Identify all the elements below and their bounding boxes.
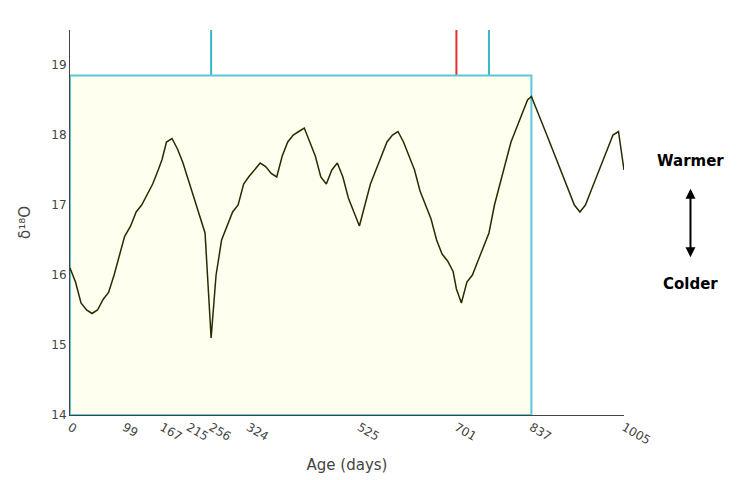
svg-text:324: 324 xyxy=(244,420,271,444)
svg-text:16: 16 xyxy=(51,268,66,282)
svg-text:256: 256 xyxy=(207,420,234,444)
svg-text:701: 701 xyxy=(452,420,479,444)
svg-text:15: 15 xyxy=(51,338,66,352)
svg-text:Warmer: Warmer xyxy=(657,152,724,170)
svg-text:1005: 1005 xyxy=(620,420,653,447)
svg-text:17: 17 xyxy=(51,198,66,212)
svg-text:167: 167 xyxy=(158,420,185,444)
svg-text:215: 215 xyxy=(184,420,211,444)
svg-text:0: 0 xyxy=(66,420,80,436)
svg-text:19: 19 xyxy=(51,58,66,72)
svg-text:525: 525 xyxy=(355,420,382,444)
svg-text:Age (days): Age (days) xyxy=(307,456,388,474)
svg-text:14: 14 xyxy=(51,408,66,422)
svg-text:837: 837 xyxy=(527,420,554,444)
svg-text:18: 18 xyxy=(51,128,66,142)
svg-text:99: 99 xyxy=(120,420,140,440)
svg-text:δ¹⁸O: δ¹⁸O xyxy=(16,206,34,239)
svg-text:Colder: Colder xyxy=(663,275,718,293)
